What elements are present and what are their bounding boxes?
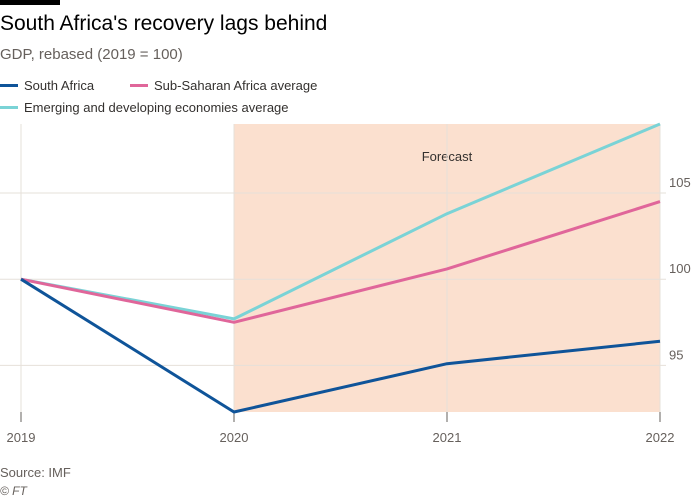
legend-swatch-emerging (0, 106, 18, 109)
credit-note: © FT (0, 484, 27, 498)
brand-bar (0, 0, 60, 5)
source-note: Source: IMF (0, 465, 71, 480)
series-line-south-africa (20, 277, 661, 414)
y-tick-label-95: 95 (669, 347, 683, 362)
series-line-sub-saharan (20, 200, 661, 324)
y-tick-label-100: 100 (669, 261, 691, 276)
legend-swatch-sub-saharan (130, 84, 148, 87)
legend-item-south-africa: South Africa (0, 78, 94, 93)
chart-subtitle: GDP, rebased (2019 = 100) (0, 46, 183, 63)
legend-label-south-africa: South Africa (24, 78, 95, 93)
series-line-emerging (20, 122, 661, 321)
legend-item-emerging: Emerging and developing economies averag… (0, 100, 289, 115)
x-tick-label-2019: 2019 (7, 430, 36, 445)
legend-item-sub-saharan: Sub-Saharan Africa average (130, 78, 317, 93)
chart-title: South Africa's recovery lags behind (0, 12, 328, 35)
y-tick-label-105: 105 (669, 175, 691, 190)
legend-label-sub-saharan: Sub-Saharan Africa average (154, 78, 318, 93)
legend-swatch-south-africa (0, 84, 18, 87)
x-tick-label-2020: 2020 (220, 430, 249, 445)
x-tick-label-2022: 2022 (646, 430, 675, 445)
x-tick-label-2021: 2021 (433, 430, 462, 445)
legend-label-emerging: Emerging and developing economies averag… (24, 100, 289, 115)
